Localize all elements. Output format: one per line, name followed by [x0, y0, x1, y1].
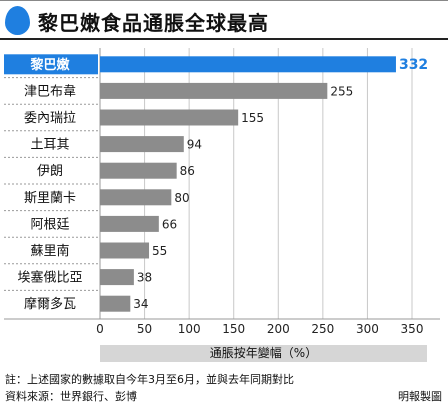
chart-title: 黎巴嫩食品通脹全球最高	[38, 11, 269, 35]
category-label: 斯里蘭卡	[24, 190, 76, 206]
data-label: 55	[152, 244, 167, 258]
top-rule	[0, 0, 448, 1]
footnote: 註：上述國家的數據取自今年3月至6月，並與去年同期對比	[5, 373, 294, 386]
bar	[100, 269, 134, 286]
category-label: 伊朗	[37, 164, 63, 179]
x-tick-label: 150	[222, 322, 245, 336]
highlight-label-bg	[4, 54, 98, 75]
data-label: 255	[330, 84, 353, 98]
data-label: 94	[187, 138, 202, 152]
bar	[100, 242, 150, 259]
title-drop-icon	[5, 6, 30, 35]
category-label: 摩爾多瓦	[24, 296, 76, 312]
category-label: 津巴布韋	[24, 84, 76, 99]
x-tick-label: 50	[137, 322, 152, 336]
x-tick-label: 0	[96, 322, 104, 336]
bar	[100, 215, 159, 232]
category-label: 蘇里南	[30, 243, 69, 259]
category-label: 土耳其	[30, 138, 69, 153]
category-label: 委內瑞拉	[24, 111, 76, 126]
category-label: 阿根廷	[30, 217, 69, 232]
source-note: 資料來源：世界銀行、彭博	[5, 390, 137, 403]
data-label: 80	[174, 191, 189, 205]
credit-note: 明報製圖	[398, 390, 442, 403]
data-label: 66	[162, 217, 177, 231]
bar	[100, 295, 131, 312]
x-tick-label: 300	[356, 322, 379, 336]
data-label: 34	[133, 297, 148, 311]
x-tick-label: 250	[311, 322, 334, 336]
bar	[100, 82, 328, 99]
x-tick-label: 350	[401, 322, 424, 336]
bar	[100, 136, 184, 153]
data-label: 332	[399, 57, 428, 73]
category-label: 黎巴嫩	[30, 57, 70, 73]
chart-header: 黎巴嫩食品通脹全球最高	[0, 0, 448, 40]
data-label: 86	[180, 164, 195, 178]
header-rule	[0, 38, 448, 40]
bar	[100, 109, 239, 126]
bar	[100, 189, 172, 206]
x-tick-label: 200	[267, 322, 290, 336]
bar	[100, 56, 396, 73]
bar	[100, 162, 177, 179]
data-label: 155	[241, 111, 264, 125]
x-axis-title: 通脹按年變幅（%）	[100, 345, 427, 362]
category-label: 埃塞俄比亞	[17, 270, 82, 286]
data-label: 38	[137, 271, 152, 285]
x-tick-label: 100	[178, 322, 201, 336]
